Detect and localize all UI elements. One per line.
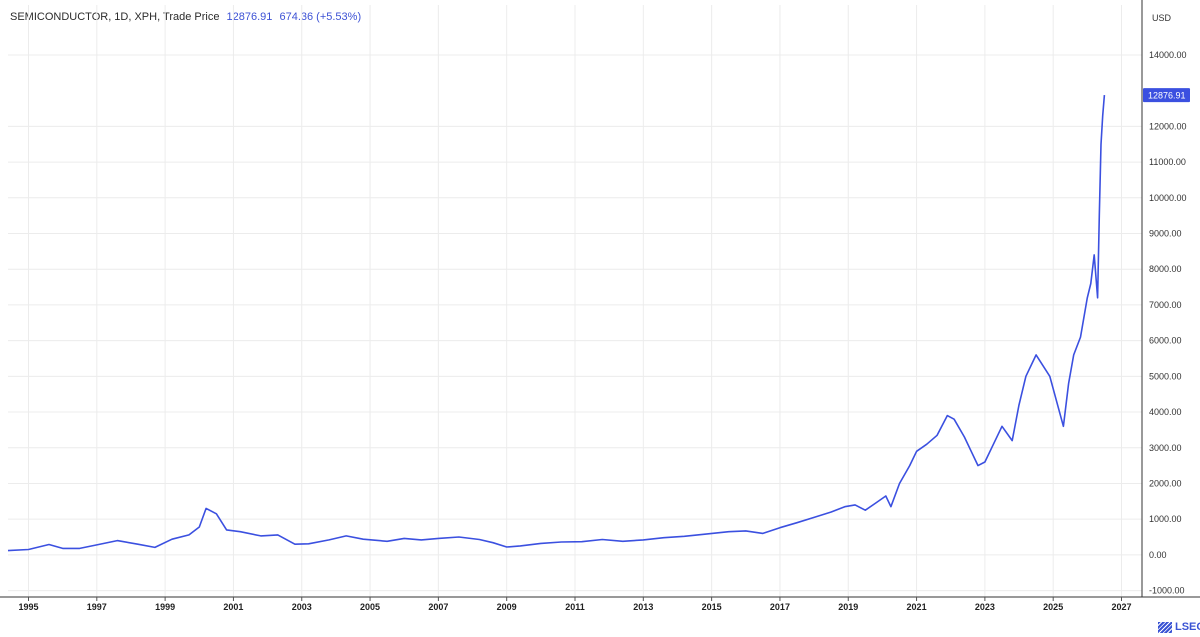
last-price-value: 12876.91 (226, 11, 273, 23)
x-tick-label: 2001 (223, 602, 243, 612)
x-tick-label: 1997 (87, 602, 107, 612)
x-tick-label: 2017 (770, 602, 790, 612)
x-tick-label: 2013 (633, 602, 653, 612)
y-tick-label: 4000.00 (1149, 407, 1182, 417)
x-tick-label: 2009 (497, 602, 517, 612)
y-tick-label: 14000.00 (1149, 50, 1187, 60)
brand-name: LSEG (1175, 621, 1200, 633)
axes (0, 0, 1200, 598)
x-tick-label: 1999 (155, 602, 175, 612)
y-tick-label: 2000.00 (1149, 478, 1182, 488)
y-tick-label: 11000.00 (1149, 157, 1186, 167)
x-tick-label: 2011 (565, 602, 585, 612)
y-tick-label: 10000.00 (1149, 193, 1187, 203)
last-price-badge (1143, 88, 1190, 103)
y-tick-label: 9000.00 (1149, 229, 1182, 239)
last-price-badge-text: 12876.91 (1148, 91, 1186, 101)
y-tick-label: -1000.00 (1149, 586, 1185, 596)
x-tick-label: 2003 (292, 602, 312, 612)
series-layer (7, 95, 1106, 552)
y-tick-label: 3000.00 (1149, 443, 1182, 453)
y-tick-label: 5000.00 (1149, 371, 1182, 381)
grid-lines (8, 5, 1142, 597)
chart-header: SEMICONDUCTOR, 1D, XPH, Trade Price 1287… (10, 11, 361, 23)
y-tick-label: 1000.00 (1149, 514, 1182, 524)
x-tick-label: 2007 (428, 602, 448, 612)
x-tick-label: 2005 (360, 602, 380, 612)
x-axis-ticks: 1995 1997 1999 2001 2003 2005 2007 2009 2011 2013… (18, 597, 1132, 612)
x-tick-label: 2021 (907, 602, 927, 612)
last-price-badge-layer: 12876.91 (1143, 88, 1190, 103)
x-tick-label: 2023 (975, 602, 995, 612)
y-tick-label: 7000.00 (1149, 300, 1182, 310)
y-axis-ticks: -1000.00 0.00 1000.00 2000.00 3000.00 4000.00… (1149, 50, 1187, 596)
currency-label: USD (1152, 13, 1172, 23)
x-tick-label: 1995 (18, 602, 38, 612)
x-tick-label: 2019 (838, 602, 858, 612)
price-series-line (7, 95, 1106, 552)
x-tick-label: 2025 (1043, 602, 1063, 612)
x-tick-label: 2027 (1111, 602, 1131, 612)
brand-logo: LSEG (1158, 621, 1200, 633)
y-tick-label: 6000.00 (1149, 336, 1182, 346)
x-tick-label: 2015 (702, 602, 722, 612)
y-tick-label: 0.00 (1149, 550, 1167, 560)
lseg-mark-icon (1158, 621, 1172, 633)
y-tick-label: 12000.00 (1149, 121, 1187, 131)
price-change-value: 674.36 (+5.53%) (279, 11, 362, 23)
instrument-label: SEMICONDUCTOR, 1D, XPH, Trade Price (10, 11, 220, 23)
y-tick-label: 8000.00 (1149, 264, 1182, 274)
